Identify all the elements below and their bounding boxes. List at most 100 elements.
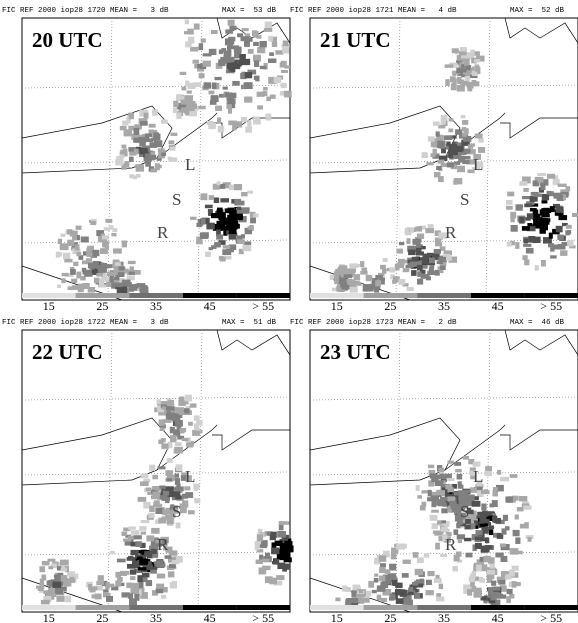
radar-echo [161,406,169,410]
radar-echo [382,589,391,596]
radar-echo [422,253,432,261]
radar-echo [447,460,455,464]
radar-echo [115,278,125,284]
radar-echo [124,539,134,546]
radar-echo [46,580,52,586]
radar-echo [170,132,178,136]
radar-echo [253,119,261,125]
radar-echo [460,115,466,119]
radar-echo [166,458,173,463]
radar-echo [224,220,232,226]
radar-echo [543,207,550,215]
radar-echo [442,534,448,541]
radar-echo [88,584,93,591]
radar-echo [259,554,264,560]
radar-echo [123,538,132,542]
radar-echo [166,406,175,411]
radar-echo [434,250,442,254]
radar-echo [349,272,355,276]
radar-echo [358,589,364,593]
radar-echo [353,281,360,286]
site-label: S [172,190,181,209]
radar-echo [262,91,268,97]
radar-echo [161,119,168,124]
radar-echo [218,59,226,67]
radar-echo [181,493,188,499]
panel-max: MAX = 46 dB [510,319,565,327]
radar-echo [216,212,226,219]
boundary [309,417,461,471]
radar-echo [428,469,436,476]
radar-echo [276,552,282,560]
radar-echo [488,587,494,593]
radar-echo [511,581,517,588]
radar-echo [436,489,442,496]
radar-echo [408,587,414,592]
radar-echo [410,261,418,268]
radar-echo [168,140,175,145]
radar-echo [150,544,159,551]
radar-echo [106,280,112,287]
radar-echo [218,240,226,245]
radar-echo [174,442,182,446]
radar-echo [468,149,476,155]
radar-echo [526,201,535,206]
radar-echo [539,179,549,186]
radar-echo [438,232,447,239]
radar-echo [451,48,459,54]
radar-echo [160,594,167,599]
colorbar-segment [417,605,471,610]
radar-echo [268,76,274,84]
radar-echo [527,537,532,542]
radar-echo [165,514,172,518]
radar-echo [98,269,107,273]
radar-echo [85,258,93,262]
radar-echo [109,225,114,230]
radar-echo [175,464,183,472]
radar-echo [438,583,444,590]
meridian [395,17,401,301]
radar-echo [490,594,497,601]
radar-echo [482,568,491,572]
radar-echo [436,593,442,600]
radar-echo [145,580,153,587]
radar-echo [99,278,105,286]
radar-echo [469,487,478,493]
radar-echo [439,155,448,161]
radar-echo [440,523,445,530]
radar-echo [223,255,232,260]
radar-echo [143,502,151,509]
radar-echo [476,559,485,566]
radar-echo [428,480,435,487]
radar-echo [169,563,176,569]
radar-echo [130,588,140,595]
radar-echo [139,141,146,147]
radar-echo [488,529,494,536]
panel: 21 UTC LSR 15 25 35 45 > 55 [309,17,578,313]
radar-echo [539,209,548,216]
radar-echo [475,55,485,62]
radar-echo [507,191,515,197]
radar-echo [128,526,136,530]
radar-echo [144,138,153,143]
radar-echo [456,519,463,525]
radar-echo [165,546,173,553]
radar-echo [499,543,506,548]
radar-echo [229,184,236,191]
radar-echo [159,485,166,489]
radar-echo [175,522,181,529]
radar-echo [149,464,156,472]
radar-echo [190,46,199,52]
radar-echo [441,520,447,524]
radar-echo [111,282,117,289]
radar-echo [486,572,495,580]
radar-echo [227,214,232,222]
radar-echo [450,503,458,509]
radar-echo [241,192,248,197]
radar-echo [129,598,138,606]
radar-echo [253,41,259,47]
radar-echo [217,125,224,133]
colorbar-segment [363,605,418,610]
radar-echo [374,573,379,577]
colorbar-label: 15 [331,299,343,313]
